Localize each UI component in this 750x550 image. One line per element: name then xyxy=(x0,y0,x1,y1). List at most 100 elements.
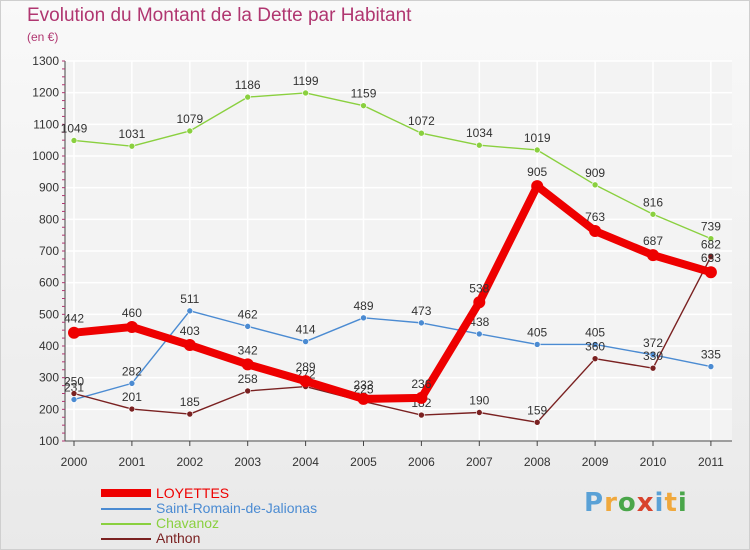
y-tick-label: 200 xyxy=(39,402,59,416)
data-label: 442 xyxy=(64,312,84,326)
data-label: 1031 xyxy=(119,127,146,141)
data-point xyxy=(647,249,659,262)
y-tick-label: 100 xyxy=(39,434,59,448)
data-label: 1034 xyxy=(466,126,493,140)
data-point xyxy=(591,355,599,362)
x-tick-label: 2009 xyxy=(582,455,609,469)
data-label: 460 xyxy=(122,306,142,320)
chart-title: Evolution du Montant de la Dette par Hab… xyxy=(27,5,412,26)
data-point xyxy=(244,93,251,101)
data-point xyxy=(360,102,367,109)
data-point xyxy=(649,364,657,372)
data-label: 159 xyxy=(527,403,547,417)
data-label: 633 xyxy=(701,251,721,265)
data-point xyxy=(70,137,78,144)
x-tick-label: 2001 xyxy=(119,455,146,469)
x-tick-label: 2004 xyxy=(292,455,319,469)
y-tick-label: 1200 xyxy=(32,86,59,100)
data-label: 231 xyxy=(64,381,84,395)
data-point xyxy=(415,391,428,404)
legend-item-anthon: Anthon xyxy=(101,531,441,546)
data-label: 372 xyxy=(643,336,663,350)
legend-label-loyettes: LOYETTES xyxy=(156,485,230,501)
data-label: 511 xyxy=(180,292,199,306)
legend-item-saint-romain: Saint-Romain-de-Jalionas xyxy=(101,501,441,516)
legend-swatch-saint-romain xyxy=(101,508,151,510)
data-point xyxy=(186,307,194,315)
data-label: 739 xyxy=(701,220,721,234)
y-tick-label: 600 xyxy=(39,276,59,290)
y-tick-label: 1000 xyxy=(32,149,59,163)
data-point xyxy=(533,341,541,348)
data-point xyxy=(649,351,657,359)
data-point xyxy=(473,296,486,309)
data-label: 190 xyxy=(469,394,489,408)
logo-letter: i xyxy=(677,488,688,518)
data-point xyxy=(186,127,194,135)
data-label: 360 xyxy=(585,340,605,354)
data-label: 682 xyxy=(701,238,721,252)
data-label: 489 xyxy=(353,299,373,313)
data-label: 330 xyxy=(643,349,663,363)
data-point xyxy=(244,323,251,330)
data-label: 462 xyxy=(238,307,258,321)
data-label: 282 xyxy=(122,364,142,378)
data-point xyxy=(183,339,196,352)
data-label: 1159 xyxy=(351,87,377,101)
data-point xyxy=(649,210,657,218)
data-label: 905 xyxy=(527,165,547,179)
data-label: 236 xyxy=(411,377,431,391)
data-label: 250 xyxy=(64,375,84,389)
data-point xyxy=(591,181,599,189)
data-point xyxy=(475,330,483,338)
y-tick-label: 900 xyxy=(39,181,59,195)
logo-letter: x xyxy=(636,488,655,518)
data-point xyxy=(418,319,425,327)
x-tick-label: 2008 xyxy=(524,455,551,469)
data-label: 342 xyxy=(238,343,258,357)
legend-swatch-chavanoz xyxy=(101,523,151,525)
data-label: 816 xyxy=(643,195,663,209)
y-tick-label: 700 xyxy=(39,244,59,258)
logo-letter: r xyxy=(604,488,618,518)
legend-item-chavanoz: Chavanoz xyxy=(101,516,441,531)
data-point xyxy=(591,341,599,348)
y-tick-label: 500 xyxy=(39,307,59,321)
data-label: 1049 xyxy=(61,121,88,135)
y-tick-label: 1300 xyxy=(32,54,59,68)
data-label: 687 xyxy=(643,234,663,248)
data-label: 414 xyxy=(296,323,316,337)
data-point xyxy=(707,363,715,370)
y-tick-label: 400 xyxy=(39,339,59,353)
data-label: 258 xyxy=(238,372,258,386)
legend-label-anthon: Anthon xyxy=(156,530,201,546)
data-point xyxy=(418,129,425,137)
data-label: 233 xyxy=(353,378,373,392)
data-label: 1019 xyxy=(524,131,551,145)
proxiti-logo: Proxiti xyxy=(584,488,688,518)
data-point xyxy=(475,409,483,416)
series-line-loyettes xyxy=(70,182,715,403)
data-point xyxy=(707,235,715,242)
data-label: 225 xyxy=(353,382,373,396)
logo-letter: P xyxy=(584,488,605,518)
data-label: 1079 xyxy=(176,112,203,126)
data-label: 405 xyxy=(585,325,605,339)
data-point xyxy=(70,396,78,403)
chart-subtitle: (en €) xyxy=(27,30,59,44)
data-label: 1072 xyxy=(408,114,435,128)
data-point xyxy=(533,146,541,154)
data-label: 403 xyxy=(180,324,200,338)
x-tick-label: 2010 xyxy=(640,455,667,469)
data-point xyxy=(357,392,370,405)
y-tick-label: 1100 xyxy=(33,117,59,131)
data-point xyxy=(244,387,251,395)
x-tick-label: 2006 xyxy=(408,455,435,469)
data-point xyxy=(68,326,80,339)
data-label: 405 xyxy=(527,325,547,339)
data-label: 438 xyxy=(469,315,489,329)
data-label: 1186 xyxy=(235,78,261,92)
chart-legend: LOYETTES Saint-Romain-de-Jalionas Chavan… xyxy=(101,486,441,546)
x-tick-label: 2000 xyxy=(61,455,88,469)
